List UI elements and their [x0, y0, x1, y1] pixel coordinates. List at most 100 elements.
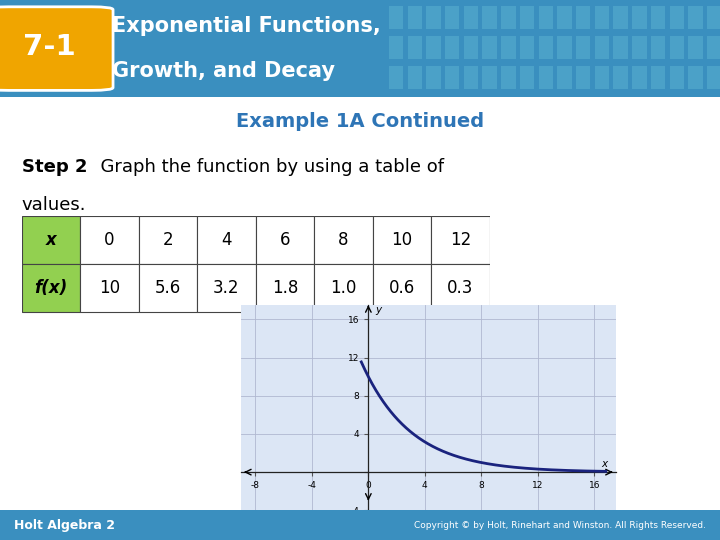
FancyBboxPatch shape [197, 264, 256, 313]
FancyBboxPatch shape [501, 36, 516, 59]
FancyBboxPatch shape [408, 36, 422, 59]
FancyBboxPatch shape [445, 36, 459, 59]
FancyBboxPatch shape [595, 6, 609, 29]
FancyBboxPatch shape [670, 6, 684, 29]
Text: y: y [375, 305, 382, 315]
FancyBboxPatch shape [707, 6, 720, 29]
FancyBboxPatch shape [688, 66, 703, 90]
FancyBboxPatch shape [539, 6, 553, 29]
Text: x: x [601, 458, 608, 469]
Text: Exponential Functions,: Exponential Functions, [112, 16, 380, 36]
FancyBboxPatch shape [389, 6, 403, 29]
FancyBboxPatch shape [613, 6, 628, 29]
FancyBboxPatch shape [670, 36, 684, 59]
FancyBboxPatch shape [408, 6, 422, 29]
Text: 10: 10 [99, 279, 120, 298]
Text: Example 1A Continued: Example 1A Continued [236, 112, 484, 131]
FancyBboxPatch shape [22, 264, 80, 313]
FancyBboxPatch shape [651, 6, 665, 29]
FancyBboxPatch shape [539, 36, 553, 59]
FancyBboxPatch shape [80, 216, 138, 264]
FancyBboxPatch shape [632, 6, 647, 29]
Text: 1.0: 1.0 [330, 279, 356, 298]
FancyBboxPatch shape [501, 66, 516, 90]
FancyBboxPatch shape [464, 6, 478, 29]
FancyBboxPatch shape [688, 6, 703, 29]
FancyBboxPatch shape [595, 36, 609, 59]
FancyBboxPatch shape [520, 6, 534, 29]
FancyBboxPatch shape [256, 264, 314, 313]
Text: 1.8: 1.8 [271, 279, 298, 298]
FancyBboxPatch shape [373, 216, 431, 264]
FancyBboxPatch shape [0, 510, 720, 540]
FancyBboxPatch shape [520, 66, 534, 90]
FancyBboxPatch shape [670, 66, 684, 90]
Text: 0: 0 [104, 231, 114, 249]
Text: Growth, and Decay: Growth, and Decay [112, 61, 335, 81]
Text: 2: 2 [163, 231, 174, 249]
Text: 5.6: 5.6 [155, 279, 181, 298]
Text: 12: 12 [450, 231, 471, 249]
Text: x: x [45, 231, 56, 249]
FancyBboxPatch shape [0, 7, 113, 90]
FancyBboxPatch shape [632, 36, 647, 59]
Text: Copyright © by Holt, Rinehart and Winston. All Rights Reserved.: Copyright © by Holt, Rinehart and Winsto… [413, 521, 706, 530]
FancyBboxPatch shape [688, 36, 703, 59]
FancyBboxPatch shape [595, 66, 609, 90]
FancyBboxPatch shape [501, 6, 516, 29]
FancyBboxPatch shape [373, 264, 431, 313]
FancyBboxPatch shape [464, 36, 478, 59]
Text: Graph the function by using a table of: Graph the function by using a table of [89, 158, 444, 176]
Text: Holt Algebra 2: Holt Algebra 2 [14, 518, 115, 532]
FancyBboxPatch shape [576, 36, 590, 59]
Text: f(x): f(x) [35, 279, 68, 298]
Text: 3.2: 3.2 [213, 279, 240, 298]
FancyBboxPatch shape [539, 66, 553, 90]
Text: 0.6: 0.6 [389, 279, 415, 298]
FancyBboxPatch shape [256, 216, 314, 264]
FancyBboxPatch shape [445, 6, 459, 29]
FancyBboxPatch shape [613, 36, 628, 59]
FancyBboxPatch shape [426, 66, 441, 90]
FancyBboxPatch shape [557, 66, 572, 90]
FancyBboxPatch shape [314, 264, 373, 313]
FancyBboxPatch shape [431, 216, 490, 264]
Text: 10: 10 [391, 231, 413, 249]
Text: 8: 8 [338, 231, 348, 249]
FancyBboxPatch shape [613, 66, 628, 90]
FancyBboxPatch shape [389, 66, 403, 90]
FancyBboxPatch shape [80, 264, 138, 313]
FancyBboxPatch shape [314, 216, 373, 264]
FancyBboxPatch shape [482, 6, 497, 29]
FancyBboxPatch shape [520, 36, 534, 59]
FancyBboxPatch shape [138, 264, 197, 313]
Text: Step 2: Step 2 [22, 158, 87, 176]
FancyBboxPatch shape [482, 36, 497, 59]
FancyBboxPatch shape [408, 66, 422, 90]
FancyBboxPatch shape [389, 36, 403, 59]
Text: values.: values. [22, 197, 86, 214]
FancyBboxPatch shape [22, 216, 80, 264]
FancyBboxPatch shape [576, 66, 590, 90]
Text: 0.3: 0.3 [447, 279, 474, 298]
FancyBboxPatch shape [431, 264, 490, 313]
FancyBboxPatch shape [197, 216, 256, 264]
FancyBboxPatch shape [426, 36, 441, 59]
FancyBboxPatch shape [651, 66, 665, 90]
FancyBboxPatch shape [557, 36, 572, 59]
Text: 7-1: 7-1 [23, 32, 76, 60]
FancyBboxPatch shape [482, 66, 497, 90]
FancyBboxPatch shape [632, 66, 647, 90]
FancyBboxPatch shape [707, 66, 720, 90]
FancyBboxPatch shape [464, 66, 478, 90]
Text: 4: 4 [221, 231, 232, 249]
Text: 6: 6 [279, 231, 290, 249]
FancyBboxPatch shape [576, 6, 590, 29]
FancyBboxPatch shape [651, 36, 665, 59]
FancyBboxPatch shape [138, 216, 197, 264]
FancyBboxPatch shape [557, 6, 572, 29]
FancyBboxPatch shape [0, 0, 720, 97]
FancyBboxPatch shape [445, 66, 459, 90]
FancyBboxPatch shape [426, 6, 441, 29]
FancyBboxPatch shape [707, 36, 720, 59]
